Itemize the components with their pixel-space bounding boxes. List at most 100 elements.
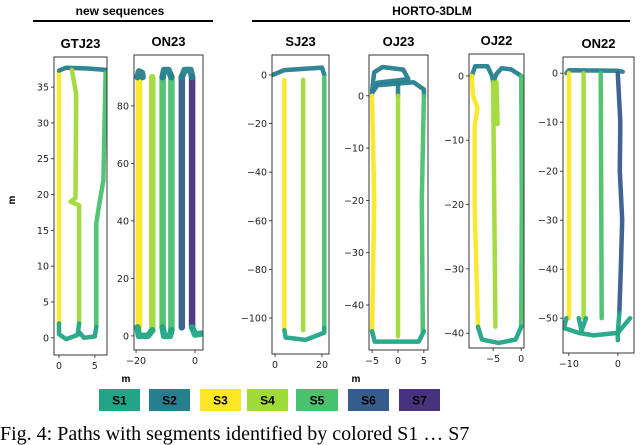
x-tick-label: 0 [518, 354, 524, 365]
x-tick-label: 0 [395, 356, 401, 367]
x-tick-label: 0 [615, 359, 621, 370]
path-segment-s1 [159, 324, 175, 340]
panel-on22: ON22 0 −10 −20 −30 −40 −50 −10 0 [538, 36, 635, 370]
panel-title: OJ23 [383, 34, 415, 49]
y-tick-label: 0 [43, 333, 49, 344]
path-segment-s1 [369, 328, 427, 344]
y-tick-label: −20 [538, 167, 558, 178]
path-group [369, 64, 427, 344]
y-tick-label: −20 [444, 200, 464, 211]
y-tick-label: −100 [241, 314, 267, 325]
path-segment-s2 [469, 63, 524, 85]
path-segment-s2 [369, 79, 427, 99]
y-tick-label: 0 [358, 91, 364, 102]
path-segment-s4 [490, 80, 498, 330]
legend-swatch [149, 389, 190, 411]
legend-item-s3: S3 [200, 389, 241, 411]
y-tick-label: −80 [247, 265, 267, 276]
axes-frame [368, 54, 429, 351]
path-group [563, 67, 633, 343]
y-tick-label: 20 [117, 274, 129, 285]
legend-swatch [348, 389, 389, 411]
y-tick-label: 0 [261, 70, 267, 81]
path-segment-s1 [615, 311, 622, 343]
legend-item-s1: S1 [99, 389, 140, 411]
y-tick-label: 0 [458, 71, 464, 82]
group-header-horto: HORTO-3DLM [392, 4, 472, 18]
legend-item-s7: S7 [399, 389, 440, 411]
path-segment-s2 [56, 65, 107, 73]
path-segment-s6 [615, 70, 625, 316]
path-segment-s2 [134, 68, 146, 81]
panel-title: GTJ23 [61, 36, 101, 51]
x-axis-label-2: m [352, 374, 361, 385]
y-tick-label: −50 [538, 314, 558, 325]
axes-frame [53, 56, 108, 356]
path-segment-s1 [76, 324, 99, 341]
path-segment-s4 [68, 67, 82, 326]
y-tick-label: 15 [37, 226, 49, 237]
path-segment-s2 [178, 66, 196, 81]
x-tick-label: 0 [192, 356, 198, 367]
legend-item-s4: S4 [247, 389, 288, 411]
y-tick-label: 25 [37, 154, 49, 165]
panel-title: ON22 [582, 36, 616, 51]
panel-sj23: SJ23 0 −20 −40 −60 −80 −100 0 20 [241, 34, 330, 371]
y-tick-label: 60 [117, 159, 129, 170]
y-tick-label: 0 [123, 331, 129, 342]
legend-swatch [200, 389, 241, 411]
legend-swatch [247, 389, 288, 411]
y-tick-label: 10 [37, 262, 49, 273]
y-tick-label: 5 [43, 297, 49, 308]
panel-oj22: OJ22 0 −10 −20 −30 −40 −5 0 [444, 33, 525, 365]
legend-label: S7 [412, 394, 427, 408]
legend-swatch [99, 389, 140, 411]
path-segment-s1 [134, 324, 156, 340]
y-tick-label: 30 [37, 118, 49, 129]
x-tick-label: 0 [272, 360, 278, 371]
axes-frame [133, 54, 204, 351]
y-tick-label: −10 [538, 118, 558, 129]
legend-label: S6 [361, 394, 376, 408]
legend-item-s6: S6 [348, 389, 389, 411]
path-segment-s2 [272, 65, 327, 78]
path-group [56, 65, 107, 342]
figure-caption: Fig. 4: Paths with segments identified b… [0, 423, 469, 445]
y-tick-label: −30 [538, 216, 558, 227]
panel-oj23: OJ23 0 −10 −20 −30 −40 −5 0 5 [344, 34, 429, 367]
path-segment-s1 [576, 315, 589, 333]
legend-item-s5: S5 [296, 389, 338, 411]
path-segment-s1 [188, 324, 203, 338]
legend-swatch [296, 389, 338, 411]
x-tick-label: 0 [56, 361, 62, 372]
path-segment-s4 [494, 80, 500, 127]
path-segment-s3 [369, 93, 377, 334]
path-segment-s2 [564, 67, 625, 76]
path-segment-s1 [475, 324, 524, 346]
y-tick-label: −20 [344, 196, 364, 207]
path-segment-s3 [469, 73, 481, 330]
legend-swatch [399, 389, 440, 411]
y-tick-label: −30 [344, 248, 364, 259]
path-group [134, 66, 203, 340]
y-tick-label: −40 [344, 301, 364, 312]
legend-item-s2: S2 [149, 389, 190, 411]
path-group [469, 63, 524, 346]
x-tick-label: 5 [421, 356, 427, 367]
y-tick-label: −40 [247, 168, 267, 179]
y-tick-label: 40 [117, 216, 129, 227]
y-tick-label: 35 [37, 83, 49, 94]
path-segment-s5 [419, 93, 427, 334]
y-tick-label: −10 [444, 136, 464, 147]
x-tick-label: −20 [126, 356, 146, 367]
y-axis-label: m [7, 195, 18, 204]
legend-label: S3 [213, 394, 228, 408]
x-tick-label: 5 [92, 361, 98, 372]
legend-label: S4 [260, 394, 275, 408]
y-tick-label: 20 [37, 190, 49, 201]
panel-title: OJ22 [481, 33, 513, 48]
panel-on23: ON23 0 20 40 60 80 −20 0 [117, 34, 204, 367]
path-segment-s5 [598, 70, 604, 321]
